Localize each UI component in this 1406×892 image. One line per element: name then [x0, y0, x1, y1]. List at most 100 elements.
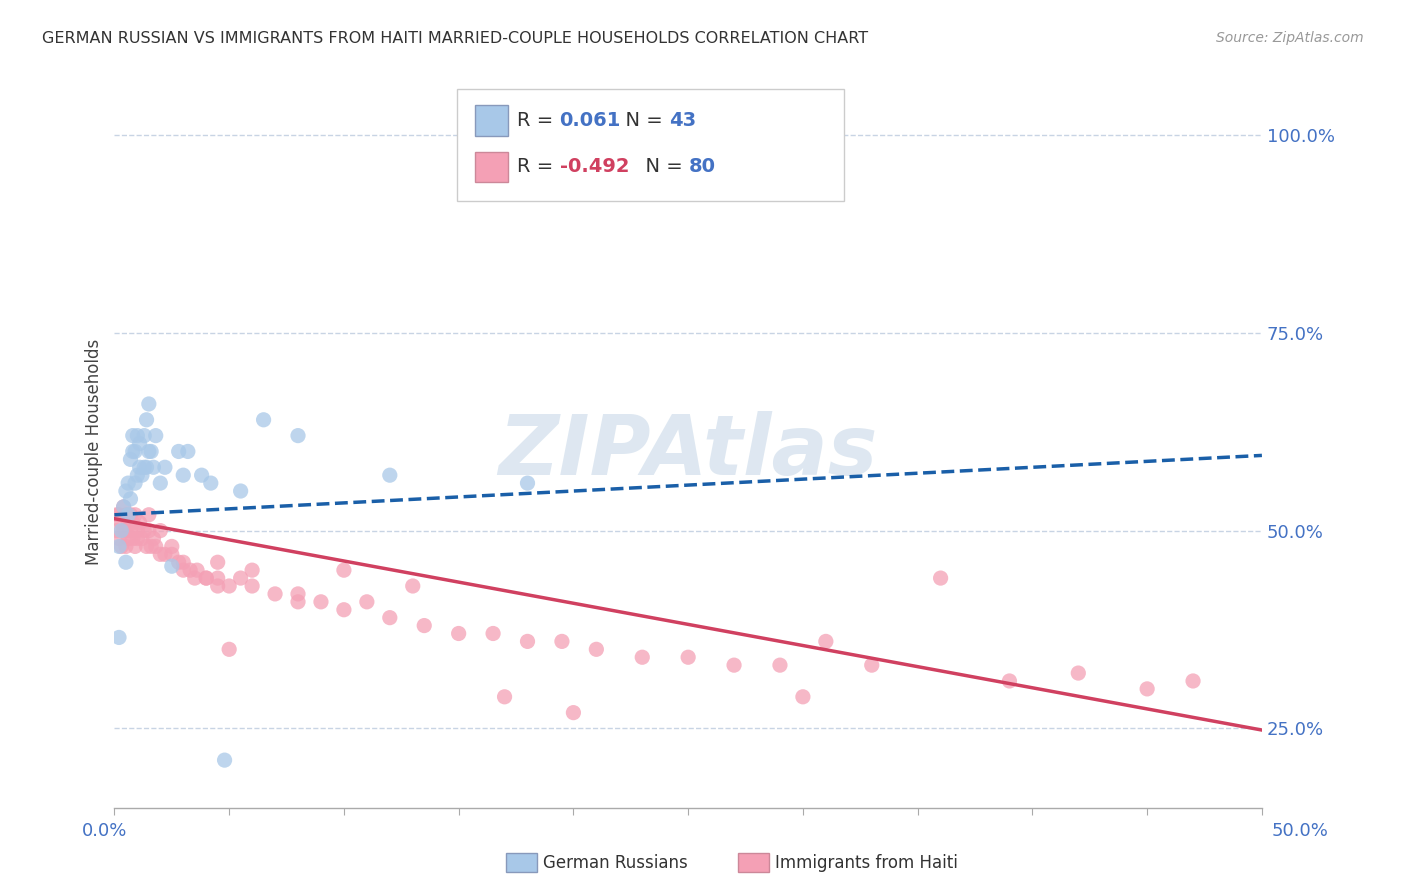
Point	[142, 532, 165, 546]
Point	[792, 690, 814, 704]
Point	[229, 483, 252, 498]
Point	[195, 571, 218, 585]
Point	[167, 555, 190, 569]
Point	[128, 436, 150, 450]
Point	[1136, 681, 1159, 696]
Point	[287, 595, 309, 609]
Point	[127, 532, 149, 546]
Point	[184, 571, 207, 585]
Point	[145, 540, 167, 554]
Point	[149, 476, 172, 491]
Text: 50.0%: 50.0%	[1272, 822, 1329, 840]
Point	[117, 516, 139, 530]
Point	[138, 444, 160, 458]
Point	[121, 428, 143, 442]
Point	[186, 563, 208, 577]
Text: 43: 43	[669, 111, 696, 130]
Point	[172, 555, 194, 569]
Point	[117, 476, 139, 491]
Point	[149, 547, 172, 561]
Point	[128, 460, 150, 475]
Point	[309, 595, 332, 609]
Text: 80: 80	[689, 157, 716, 177]
Text: German Russians: German Russians	[543, 854, 688, 871]
Point	[333, 563, 356, 577]
Point	[120, 508, 142, 522]
Point	[138, 508, 160, 522]
Text: R =: R =	[517, 157, 560, 177]
Point	[190, 468, 212, 483]
Text: -0.492: -0.492	[560, 157, 628, 177]
Point	[124, 444, 146, 458]
Text: Immigrants from Haiti: Immigrants from Haiti	[775, 854, 957, 871]
Point	[631, 650, 654, 665]
Point	[121, 516, 143, 530]
Point	[1182, 673, 1205, 688]
Point	[482, 626, 505, 640]
Point	[207, 571, 229, 585]
Point	[138, 397, 160, 411]
Point	[723, 658, 745, 673]
Point	[929, 571, 952, 585]
Point	[200, 476, 222, 491]
Point	[153, 547, 176, 561]
Point	[745, 183, 768, 197]
Point	[127, 524, 149, 538]
Point	[108, 631, 131, 645]
Point	[117, 532, 139, 546]
Point	[172, 563, 194, 577]
Point	[105, 508, 128, 522]
Point	[447, 626, 470, 640]
Point	[134, 524, 156, 538]
Point	[138, 524, 160, 538]
Point	[105, 524, 128, 538]
Point	[516, 476, 538, 491]
Point	[160, 559, 183, 574]
Point	[112, 524, 135, 538]
Point	[128, 516, 150, 530]
Text: Source: ZipAtlas.com: Source: ZipAtlas.com	[1216, 31, 1364, 45]
Point	[167, 444, 190, 458]
Point	[110, 540, 132, 554]
Point	[115, 555, 138, 569]
Point	[769, 658, 792, 673]
Point	[207, 579, 229, 593]
Point	[378, 468, 401, 483]
Point	[112, 500, 135, 514]
Point	[124, 476, 146, 491]
Point	[264, 587, 287, 601]
Point	[551, 634, 574, 648]
Point	[287, 587, 309, 601]
Point	[115, 524, 138, 538]
Point	[149, 524, 172, 538]
Point	[356, 595, 378, 609]
Point	[124, 508, 146, 522]
Point	[287, 428, 309, 442]
Text: N =: N =	[613, 111, 669, 130]
Point	[860, 658, 883, 673]
Point	[115, 540, 138, 554]
Text: GERMAN RUSSIAN VS IMMIGRANTS FROM HAITI MARRIED-COUPLE HOUSEHOLDS CORRELATION CH: GERMAN RUSSIAN VS IMMIGRANTS FROM HAITI …	[42, 31, 869, 46]
Point	[676, 650, 699, 665]
Point	[108, 508, 131, 522]
Point	[153, 460, 176, 475]
Point	[516, 634, 538, 648]
Point	[562, 706, 585, 720]
Point	[195, 571, 218, 585]
Point	[214, 753, 236, 767]
Point	[229, 571, 252, 585]
Point	[127, 468, 149, 483]
Point	[494, 690, 516, 704]
Point	[142, 460, 165, 475]
Point	[240, 579, 263, 593]
Point	[139, 444, 162, 458]
Text: N =: N =	[633, 157, 689, 177]
Point	[585, 642, 607, 657]
Text: 0.0%: 0.0%	[82, 822, 127, 840]
Point	[179, 563, 201, 577]
Point	[131, 532, 153, 546]
Point	[139, 540, 162, 554]
Point	[134, 428, 156, 442]
Point	[402, 579, 425, 593]
Point	[240, 563, 263, 577]
